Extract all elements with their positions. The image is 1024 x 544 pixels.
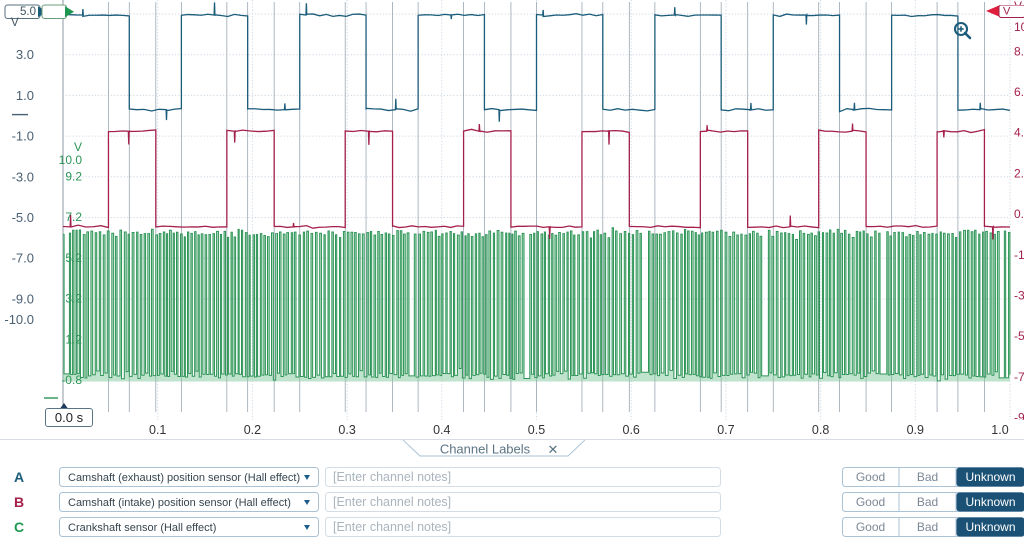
svg-text:0.7: 0.7 [717,423,734,437]
svg-text:0.6: 0.6 [623,423,640,437]
svg-text:V: V [74,140,82,154]
svg-text:Bad: Bad [917,520,938,534]
svg-text:0.3: 0.3 [338,423,355,437]
svg-text:-3.0: -3.0 [12,169,34,184]
svg-text:-1.2: -1.2 [1014,248,1024,262]
svg-text:-9.2: -9.2 [1014,411,1024,420]
svg-text:Good: Good [856,495,885,509]
svg-text:1.0: 1.0 [16,88,34,103]
svg-text:Camshaft (intake) position sen: Camshaft (intake) position sensor (Hall … [68,497,291,509]
svg-text:0.1: 0.1 [149,423,166,437]
svg-text:10.0: 10.0 [59,153,83,167]
svg-text:0.5: 0.5 [528,423,545,437]
svg-text:3.2: 3.2 [65,292,82,306]
svg-text:-7.2: -7.2 [1014,370,1024,384]
svg-text:0.4: 0.4 [433,423,450,437]
svg-text:-5.0: -5.0 [12,210,34,225]
svg-text:1.0: 1.0 [991,423,1008,437]
svg-text:[Enter channel notes]: [Enter channel notes] [333,495,451,509]
svg-text:9.2: 9.2 [65,170,82,184]
svg-text:Good: Good [856,470,885,484]
svg-text:-3.2: -3.2 [1014,289,1024,303]
svg-text:Camshaft (exhaust) position se: Camshaft (exhaust) position sensor (Hall… [68,472,300,484]
svg-text:Good: Good [856,520,885,534]
svg-text:Bad: Bad [917,495,938,509]
svg-text:5.2: 5.2 [65,251,82,265]
svg-text:✕: ✕ [548,442,559,457]
svg-text:-7.0: -7.0 [12,251,34,266]
svg-text:V: V [11,17,19,26]
svg-text:-9.0: -9.0 [12,291,34,306]
svg-text:Unknown: Unknown [965,470,1015,484]
svg-text:[Enter channel notes]: [Enter channel notes] [333,520,451,534]
svg-text:Unknown: Unknown [965,495,1015,509]
svg-text:Channel Labels: Channel Labels [440,442,531,457]
svg-text:8.8: 8.8 [1014,44,1024,58]
svg-text:Unknown: Unknown [965,520,1015,534]
svg-text:-0.8: -0.8 [61,373,82,387]
svg-text:Bad: Bad [917,470,938,484]
svg-text:V: V [1003,6,1011,18]
svg-text:0.9: 0.9 [907,423,924,437]
svg-text:1.2: 1.2 [65,332,82,346]
svg-text:-1.0: -1.0 [12,129,34,144]
svg-text:[Enter channel notes]: [Enter channel notes] [333,470,451,484]
svg-text:7.2: 7.2 [65,210,82,224]
svg-text:6.8: 6.8 [1014,85,1024,99]
svg-text:3.0: 3.0 [16,47,34,62]
svg-text:0.8: 0.8 [1014,207,1024,221]
svg-text:-5.2: -5.2 [1014,329,1024,343]
svg-text:Crankshaft sensor (Hall effect: Crankshaft sensor (Hall effect) [68,522,216,534]
svg-text:-10.0: -10.0 [4,312,34,327]
svg-text:2.8: 2.8 [1014,166,1024,180]
svg-text:4.8: 4.8 [1014,126,1024,140]
svg-text:0.2: 0.2 [244,423,261,437]
svg-text:0.8: 0.8 [812,423,829,437]
svg-text:5.0: 5.0 [20,6,36,18]
